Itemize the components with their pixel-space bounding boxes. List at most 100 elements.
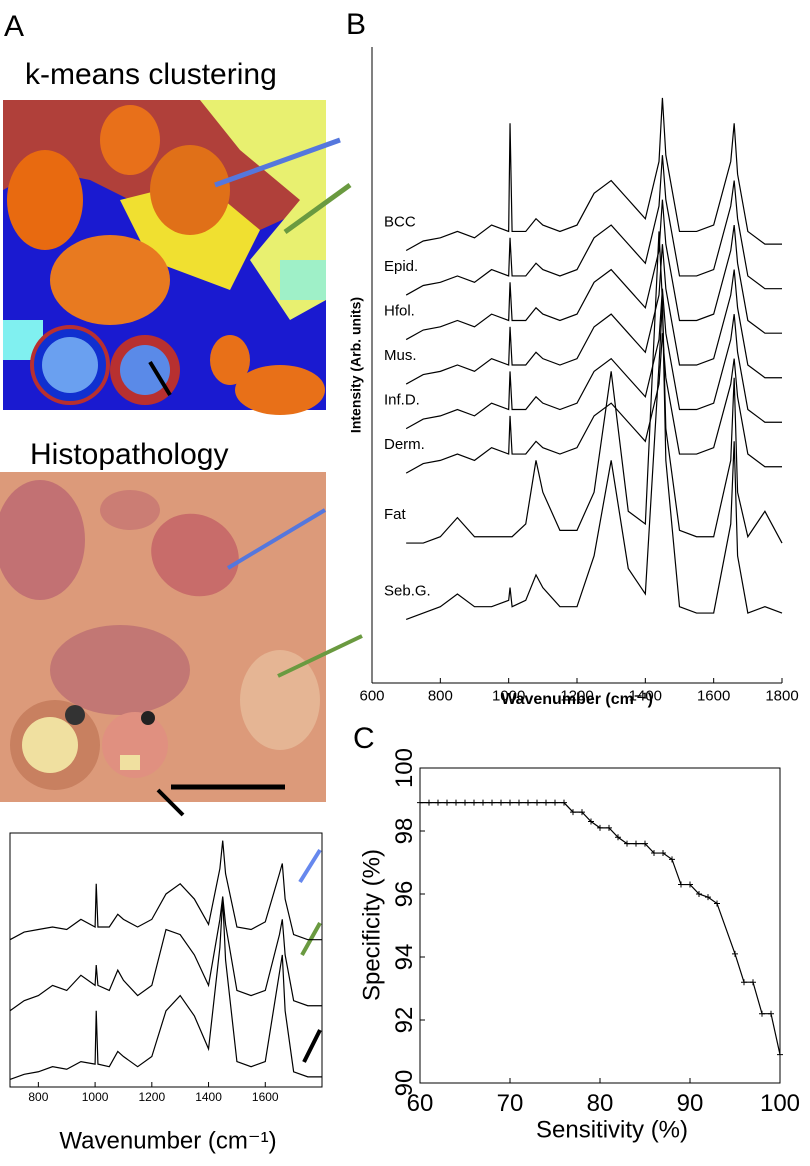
- y-tick-label: 90: [391, 1070, 418, 1097]
- series-label: Hfol.: [384, 303, 415, 320]
- point-marker: [750, 979, 756, 986]
- point-marker: [507, 799, 513, 806]
- x-tick-label: 1400: [195, 1090, 222, 1104]
- arrow: [302, 1029, 322, 1063]
- kmeans-image: [3, 100, 352, 415]
- x-axis-label: Sensitivity (%): [536, 1116, 688, 1143]
- image-title: Histopathology: [30, 438, 228, 471]
- point-marker: [579, 809, 585, 816]
- y-tick-label: 96: [391, 881, 418, 908]
- point-marker: [588, 818, 594, 825]
- y-tick-label: 94: [391, 944, 418, 971]
- plot-frame: [9, 832, 323, 1088]
- series-line: [9, 896, 322, 1012]
- x-tick-label: 1600: [252, 1090, 279, 1104]
- x-tick-label: 1600: [697, 687, 730, 704]
- point-marker: [624, 840, 630, 847]
- histology-image: [0, 472, 363, 817]
- point-marker: [687, 881, 693, 888]
- plot-frame: [419, 767, 781, 1084]
- x-tick-label: 1800: [765, 687, 798, 704]
- point-marker: [642, 840, 648, 847]
- point-marker: [660, 850, 666, 857]
- point-marker: [741, 979, 747, 986]
- point-marker: [678, 881, 684, 888]
- arrow: [277, 634, 363, 678]
- point-marker: [606, 824, 612, 831]
- x-tick-label: 80: [587, 1090, 614, 1117]
- x-tick-label: 1200: [138, 1090, 165, 1104]
- arrow: [226, 508, 327, 570]
- series-line: [405, 333, 782, 474]
- x-axis-label: Wavenumber (cm⁻¹): [501, 691, 653, 708]
- series-label: Epid.: [384, 258, 418, 275]
- series-label: Mus.: [384, 347, 417, 364]
- point-marker: [570, 809, 576, 816]
- series-line: [9, 840, 322, 941]
- point-marker: [777, 1051, 783, 1058]
- series-label: BCC: [384, 213, 416, 230]
- series-label: Fat: [384, 506, 407, 523]
- point-marker: [480, 799, 486, 806]
- point-marker: [669, 856, 675, 863]
- series-line: [405, 155, 782, 296]
- arrow: [148, 360, 172, 397]
- x-tick-label: 1400: [629, 687, 662, 704]
- arrow: [300, 922, 322, 956]
- series-line: [9, 899, 322, 1080]
- arrow: [298, 848, 322, 884]
- series-label: Seb.G.: [384, 582, 431, 599]
- series-line: [405, 199, 782, 341]
- point-marker: [516, 799, 522, 806]
- point-marker: [525, 799, 531, 806]
- x-tick-label: 800: [428, 687, 453, 704]
- x-tick-label: 70: [497, 1090, 524, 1117]
- point-marker: [615, 834, 621, 841]
- point-marker: [534, 799, 540, 806]
- series-line: [405, 301, 783, 620]
- point-marker: [759, 1010, 765, 1017]
- point-marker: [597, 824, 603, 831]
- series-line: [405, 244, 782, 385]
- point-marker: [705, 894, 711, 901]
- arrow: [214, 137, 341, 188]
- arrow: [283, 182, 352, 235]
- point-marker: [768, 1010, 774, 1017]
- y-axis-label: Intensity (Arb. units): [348, 297, 364, 433]
- point-marker: [471, 799, 477, 806]
- series-line: [405, 288, 782, 430]
- point-marker: [561, 799, 567, 806]
- point-marker: [543, 799, 549, 806]
- point-marker: [453, 799, 459, 806]
- series-line: [420, 802, 781, 1055]
- point-marker: [714, 900, 720, 907]
- panel-label: B: [346, 8, 366, 41]
- x-tick-label: 60: [407, 1090, 434, 1117]
- series-label: Derm.: [384, 436, 425, 453]
- point-marker: [498, 799, 504, 806]
- point-marker: [696, 891, 702, 897]
- point-marker: [417, 799, 423, 806]
- y-tick-label: 98: [391, 818, 418, 845]
- x-tick-label: 1200: [560, 687, 593, 704]
- y-tick-label: 92: [391, 1007, 418, 1034]
- x-tick-label: 1000: [82, 1090, 109, 1104]
- point-marker: [444, 799, 450, 806]
- y-axis-label: Specificity (%): [358, 849, 385, 1001]
- x-tick-label: 600: [359, 687, 384, 704]
- panel-label: A: [4, 10, 24, 43]
- x-tick-label: 90: [677, 1090, 704, 1117]
- point-marker: [462, 799, 468, 806]
- x-axis-label: Wavenumber (cm⁻¹): [59, 1127, 276, 1154]
- point-marker: [489, 799, 495, 806]
- x-tick-label: 800: [28, 1090, 48, 1104]
- point-marker: [651, 850, 657, 857]
- point-marker: [732, 950, 738, 957]
- y-tick-label: 100: [391, 748, 418, 788]
- x-tick-label: 1000: [492, 687, 525, 704]
- series-line: [406, 231, 783, 544]
- point-marker: [426, 799, 432, 806]
- point-marker: [435, 799, 441, 806]
